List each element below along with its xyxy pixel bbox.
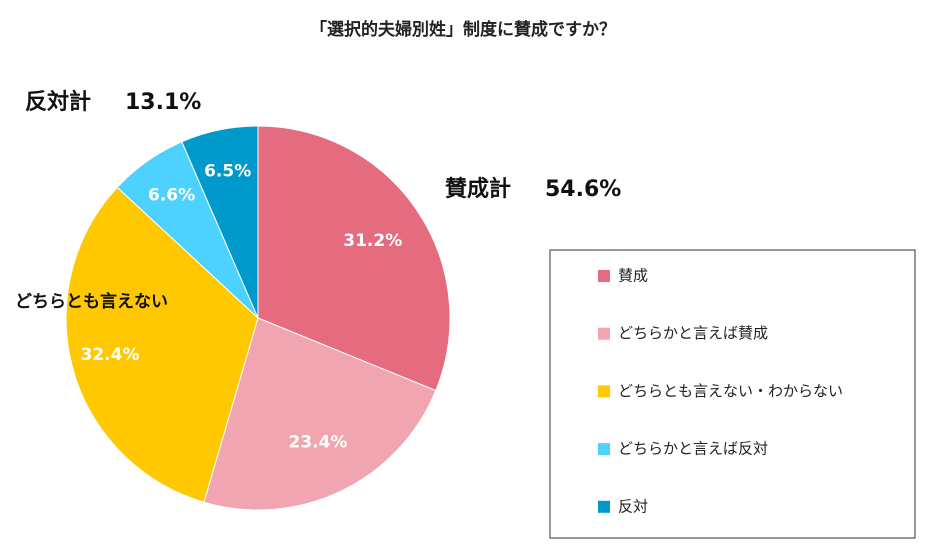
pie-slice <box>65 186 259 503</box>
legend-label: 賛成 <box>618 267 648 285</box>
pie-slice <box>203 317 437 511</box>
annotation-label: 反対計 <box>25 89 91 115</box>
value-label: 23.4% <box>288 433 347 453</box>
legend-swatch <box>598 270 610 282</box>
legend-swatch <box>598 443 610 456</box>
annotation-label: どちらとも言えない <box>15 291 168 312</box>
annotation-label: 賛成計 <box>445 176 511 202</box>
legend-swatch <box>598 385 610 398</box>
annotation-value: 13.1% <box>125 90 201 115</box>
pie-slice <box>257 125 451 392</box>
legend-label: どちらかと言えば賛成 <box>618 324 768 342</box>
pie-slice <box>181 125 259 319</box>
legend-label: どちらかと言えば反対 <box>618 440 768 458</box>
legend-label: どちらとも言えない・わからない <box>618 382 843 400</box>
annotation-value: 54.6% <box>545 177 621 202</box>
legend-swatch <box>598 327 610 340</box>
legend-swatch <box>598 500 610 513</box>
chart-title: 「選択的夫婦別姓」制度に賛成ですか？ <box>310 19 616 40</box>
value-label: 6.6% <box>148 186 195 206</box>
legend-box <box>549 249 916 539</box>
value-label: 31.2% <box>343 231 402 251</box>
value-label: 32.4% <box>81 345 140 365</box>
legend-label: 反対 <box>618 497 648 515</box>
value-label: 6.5% <box>204 161 251 181</box>
pie: 31.2% 23.4% 32.4% 6.6% 6.5% <box>65 125 451 511</box>
